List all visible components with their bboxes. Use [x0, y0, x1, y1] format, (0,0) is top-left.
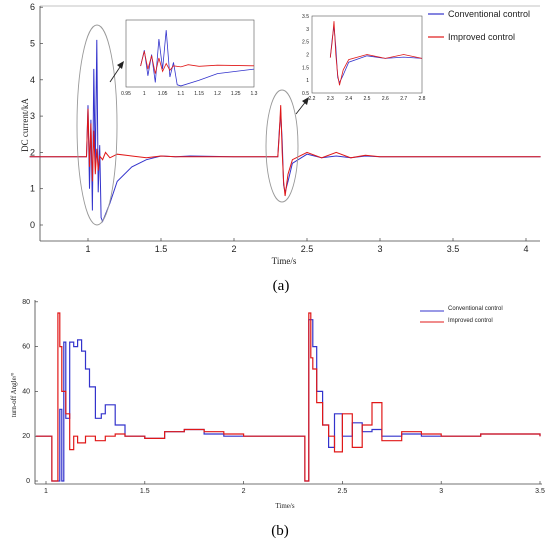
chart-a-inset-2-x-tick-label: 2.3	[327, 96, 334, 102]
chart-a-inset-2-y-tick-label: 1	[306, 78, 309, 84]
chart-a-inset-2-y-tick-label: 1.5	[302, 65, 309, 71]
chart-a-inset-1-frame	[125, 19, 255, 88]
chart-b-caption: (b)	[271, 523, 289, 539]
chart-a-inset-1-series	[140, 30, 255, 87]
chart-a-x-tick-label: 1.5	[155, 244, 168, 254]
chart-a-inset-1-x-tick-label: 1.1	[177, 91, 184, 97]
chart-a-inset-2-y-tick-label: 3	[306, 27, 309, 33]
chart-a-inset-2-x-tick-label: 2.8	[419, 96, 426, 102]
chart-b-y-ticks: 0 20 40 60 80	[22, 299, 38, 485]
chart-a-inset-2-x-tick-label: 2.2	[309, 96, 316, 102]
chart-b-x-tick-label: 3	[439, 488, 443, 495]
chart-a-inset-1: 0.95 1 1.05 1.1 1.15 1.2 1.25 1.3	[121, 19, 258, 97]
chart-a-x-tick-label: 1	[85, 244, 90, 254]
chart-b-y-tick-label: 20	[22, 433, 30, 440]
chart-b-x-tick-label: 2.5	[338, 488, 348, 495]
chart-a-y-label: DC current/kA	[20, 98, 30, 152]
chart-b-x-ticks: 1 1.5 2 2.5 3 3.5	[44, 481, 545, 495]
chart-b-y-label: turn-off Angle/°	[10, 372, 18, 417]
chart-a-inset-1-x-tick-label: 1.3	[251, 91, 258, 97]
chart-a-x-ticks: 1 1.5 2 2.5 3 3.5 4	[85, 238, 529, 254]
chart-a-inset-2-x-tick-label: 2.7	[400, 96, 407, 102]
chart-a-inset-2-y-tick-label: 2	[306, 53, 309, 59]
chart-a-inset-1-x-tick-label: 1	[143, 91, 146, 97]
chart-a-x-tick-label: 3.5	[447, 244, 460, 254]
chart-a-inset-2-x-ticks: 2.2 2.3 2.4 2.5 2.6 2.7 2.8	[309, 96, 426, 102]
chart-b-legend-label-improved: Improved control	[448, 318, 493, 324]
chart-a-arrowhead-1	[117, 61, 124, 69]
chart-a-legend-label-improved: Improved control	[448, 32, 515, 42]
chart-b-y-tick-label: 40	[22, 388, 30, 395]
chart-a-inset-2-x-tick-label: 2.5	[364, 96, 371, 102]
chart-a-inset-1-improved-line	[140, 51, 255, 74]
chart-a-caption: (a)	[273, 278, 290, 294]
chart-a-y-tick-label: 0	[30, 220, 35, 230]
chart-a-inset-2-x-tick-label: 2.4	[345, 96, 352, 102]
chart-b: 1 1.5 2 2.5 3 3.5 0 20 40 60 80 Time/s turn-off A…	[10, 299, 545, 539]
chart-b-x-label: Time/s	[275, 502, 294, 510]
chart-b-y-tick-label: 60	[22, 344, 30, 351]
chart-a-inset-1-x-tick-label: 1.2	[214, 91, 221, 97]
chart-b-series-conventional-line	[36, 319, 541, 482]
chart-a-inset-2-y-ticks: 0.5 1 1.5 2 2.5 3 3.5	[302, 14, 309, 97]
chart-b-series-improved-line	[36, 312, 541, 482]
chart-a-legend-label-conventional: Conventional control	[448, 9, 530, 19]
chart-a-inset-2-y-tick-label: 0.5	[302, 91, 309, 97]
chart-a-x-tick-label: 4	[523, 244, 528, 254]
chart-b-y-tick-label: 80	[22, 299, 30, 306]
chart-a-series-improved-line	[29, 105, 541, 197]
chart-a-x-tick-label: 2.5	[301, 244, 314, 254]
chart-a-zoom-ellipse-1	[76, 24, 118, 226]
chart-a-inset-1-x-tick-label: 1.05	[158, 91, 168, 97]
chart-b-legend-label-conventional: Conventional control	[448, 306, 503, 312]
chart-b-x-tick-label: 1.5	[140, 488, 150, 495]
chart-a-inset-2-y-tick-label: 2.5	[302, 40, 309, 46]
chart-b-x-tick-label: 2	[242, 488, 246, 495]
chart-a-inset-2-improved-line	[329, 21, 423, 86]
chart-b-series-group	[36, 312, 541, 482]
chart-a-x-tick-label: 2	[231, 244, 236, 254]
chart-a-inset-2-y-tick-label: 3.5	[302, 14, 309, 20]
chart-a-zoom-ellipse-2	[265, 89, 299, 203]
chart-a: 1 1.5 2 2.5 3 3.5 4 0 1 2 3 4 5 6 Time/s DC current/…	[20, 2, 541, 294]
chart-a-inset-1-conventional-line	[140, 30, 255, 87]
chart-a-inset-1-x-tick-label: 1.15	[194, 91, 204, 97]
chart-a-inset-1-x-tick-label: 0.95	[121, 91, 131, 97]
chart-a-inset-2-x-tick-label: 2.6	[382, 96, 389, 102]
chart-b-y-tick-label: 0	[26, 478, 30, 485]
chart-a-y-tick-label: 2	[30, 147, 35, 157]
chart-a-y-tick-label: 4	[30, 75, 35, 85]
chart-a-y-ticks: 0 1 2 3 4 5 6	[30, 2, 43, 230]
chart-a-arrowhead-2	[302, 97, 309, 105]
chart-b-x-tick-label: 3.5	[535, 488, 545, 495]
chart-a-y-tick-label: 1	[30, 184, 35, 194]
chart-a-y-tick-label: 6	[30, 2, 35, 12]
chart-a-y-tick-label: 3	[30, 111, 35, 121]
chart-b-x-tick-label: 1	[44, 488, 48, 495]
chart-a-y-tick-label: 5	[30, 39, 35, 49]
chart-a-x-label: Time/s	[272, 256, 297, 266]
chart-a-legend: Conventional control Improved control	[428, 9, 530, 42]
chart-a-inset-2: 2.2 2.3 2.4 2.5 2.6 2.7 2.8 0.5 1 1.5 2 2.5 3 3.5	[302, 14, 426, 102]
chart-a-inset-1-x-ticks: 0.95 1 1.05 1.1 1.15 1.2 1.25 1.3	[121, 91, 258, 97]
chart-a-inset-2-series	[329, 21, 423, 86]
chart-a-x-tick-label: 3	[377, 244, 382, 254]
chart-a-inset-1-x-tick-label: 1.25	[231, 91, 241, 97]
chart-a-series-group	[29, 39, 541, 223]
chart-b-legend: Conventional control Improved control	[420, 306, 503, 324]
